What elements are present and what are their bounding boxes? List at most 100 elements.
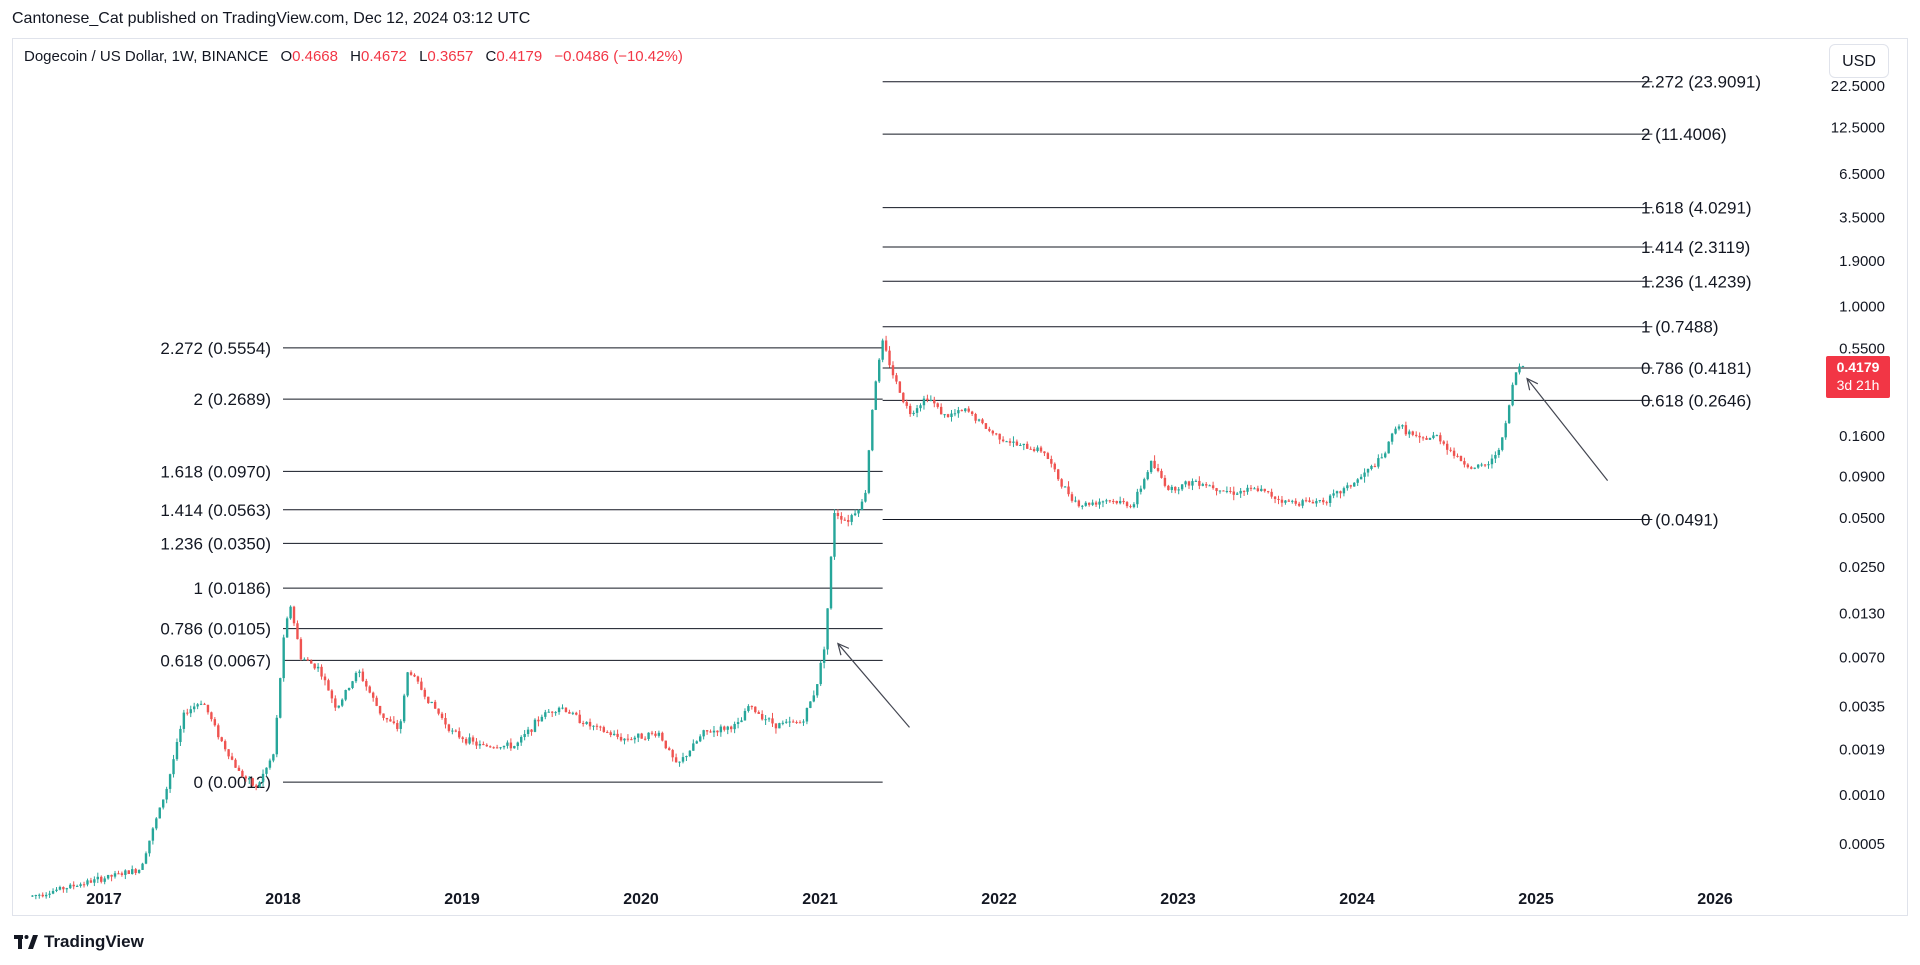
- candle-body: [327, 680, 330, 691]
- candle-body: [709, 731, 712, 733]
- candle-body: [447, 724, 451, 731]
- candle-body: [495, 747, 499, 749]
- candle-body: [320, 666, 323, 677]
- candle-body: [461, 737, 464, 740]
- candle-body: [554, 712, 557, 714]
- candle-body: [1514, 372, 1518, 385]
- candle-body: [1483, 464, 1487, 466]
- candle-body: [1421, 437, 1425, 439]
- candle-body: [657, 732, 661, 736]
- candle-body: [1390, 433, 1394, 442]
- candle-body: [616, 733, 619, 737]
- fib-right-level-label: 0.786 (0.4181): [1641, 359, 1752, 378]
- y-tick-label: 0.0035: [1839, 698, 1885, 715]
- candle-body: [1160, 470, 1163, 478]
- candle-body: [430, 701, 433, 704]
- candle-body: [1229, 490, 1232, 492]
- candles: [31, 335, 1525, 900]
- candle-body: [341, 699, 344, 706]
- candle-body: [258, 782, 261, 788]
- fib-left-level-label: 1.618 (0.0970): [160, 462, 271, 481]
- candle-body: [254, 785, 258, 788]
- candle-body: [158, 807, 161, 819]
- candle-body: [674, 757, 678, 763]
- candle-body: [1191, 481, 1194, 486]
- candle-body: [908, 405, 912, 415]
- candle-body: [38, 894, 41, 896]
- candle-body: [1081, 505, 1084, 507]
- symbol-name: Dogecoin / US Dollar, 1W, BINANCE: [24, 48, 269, 65]
- candle-body: [423, 689, 427, 697]
- candle-body: [671, 750, 674, 758]
- candle-body: [988, 428, 991, 431]
- candle-body: [981, 419, 984, 424]
- arrow-line[interactable]: [837, 643, 910, 728]
- y-tick-label: 3.5000: [1839, 210, 1885, 227]
- candle-body: [1094, 502, 1098, 505]
- candle-body: [382, 713, 385, 718]
- candle-body: [1380, 457, 1383, 459]
- candle-body: [1452, 450, 1456, 456]
- candle-body: [557, 707, 561, 713]
- candle-body: [1087, 502, 1091, 505]
- candle-body: [544, 712, 547, 717]
- currency-button[interactable]: USD: [1829, 44, 1889, 78]
- candle-body: [189, 709, 192, 714]
- price-tag-countdown: 3d 21h: [1837, 377, 1880, 393]
- candle-body: [884, 340, 888, 351]
- candle-body: [489, 746, 492, 748]
- candle-body: [1005, 441, 1008, 443]
- candle-body: [1497, 449, 1501, 455]
- candle-body: [471, 737, 475, 742]
- candle-body: [179, 728, 182, 743]
- candle-body: [1177, 489, 1180, 491]
- candle-body: [1401, 425, 1404, 427]
- candle-body: [79, 884, 82, 886]
- candle-body: [351, 681, 354, 688]
- candle-body: [1297, 503, 1301, 506]
- candle-body: [440, 713, 444, 718]
- candle-body: [1349, 485, 1353, 487]
- candle-body: [1208, 485, 1211, 487]
- x-tick-label: 2020: [623, 891, 659, 908]
- candle-body: [148, 840, 151, 854]
- candle-body: [857, 509, 860, 514]
- candle-body: [1043, 451, 1046, 454]
- candle-body: [826, 608, 829, 650]
- candle-body: [1315, 500, 1318, 504]
- candle-body: [853, 513, 857, 516]
- candle-body: [1377, 458, 1380, 467]
- candle-body: [199, 703, 203, 705]
- candle-body: [306, 659, 309, 661]
- candle-body: [895, 375, 898, 382]
- candle-body: [285, 618, 289, 638]
- candle-body: [953, 413, 957, 415]
- candle-body: [654, 733, 657, 736]
- candle-body: [750, 706, 754, 708]
- candle-body: [974, 414, 977, 421]
- fib-left-level-label: 0.786 (0.0105): [160, 620, 271, 639]
- candle-body: [695, 741, 698, 744]
- candle-body: [1118, 500, 1122, 504]
- candle-body: [261, 773, 265, 783]
- high-label: H: [350, 48, 362, 65]
- x-tick-label: 2026: [1697, 891, 1733, 908]
- candle-body: [41, 894, 44, 897]
- candle-body: [984, 423, 988, 429]
- candle-body: [1507, 405, 1511, 424]
- candle-body: [585, 721, 588, 725]
- candle-body: [210, 712, 213, 720]
- candle-body: [819, 662, 822, 685]
- candle-body: [998, 433, 1001, 440]
- arrow-line[interactable]: [1526, 378, 1609, 482]
- candle-body: [1001, 439, 1005, 442]
- candle-body: [234, 759, 237, 768]
- candle-body: [898, 381, 902, 393]
- candle-body: [1211, 485, 1215, 489]
- candle-body: [51, 891, 55, 894]
- candle-body: [1026, 443, 1029, 449]
- fib-lines: 2.272 (0.5554) 2 (0.2689) 1.618 (0.0970) 1.…: [160, 73, 1761, 792]
- candle-body: [151, 828, 155, 841]
- candle-body: [1239, 490, 1242, 494]
